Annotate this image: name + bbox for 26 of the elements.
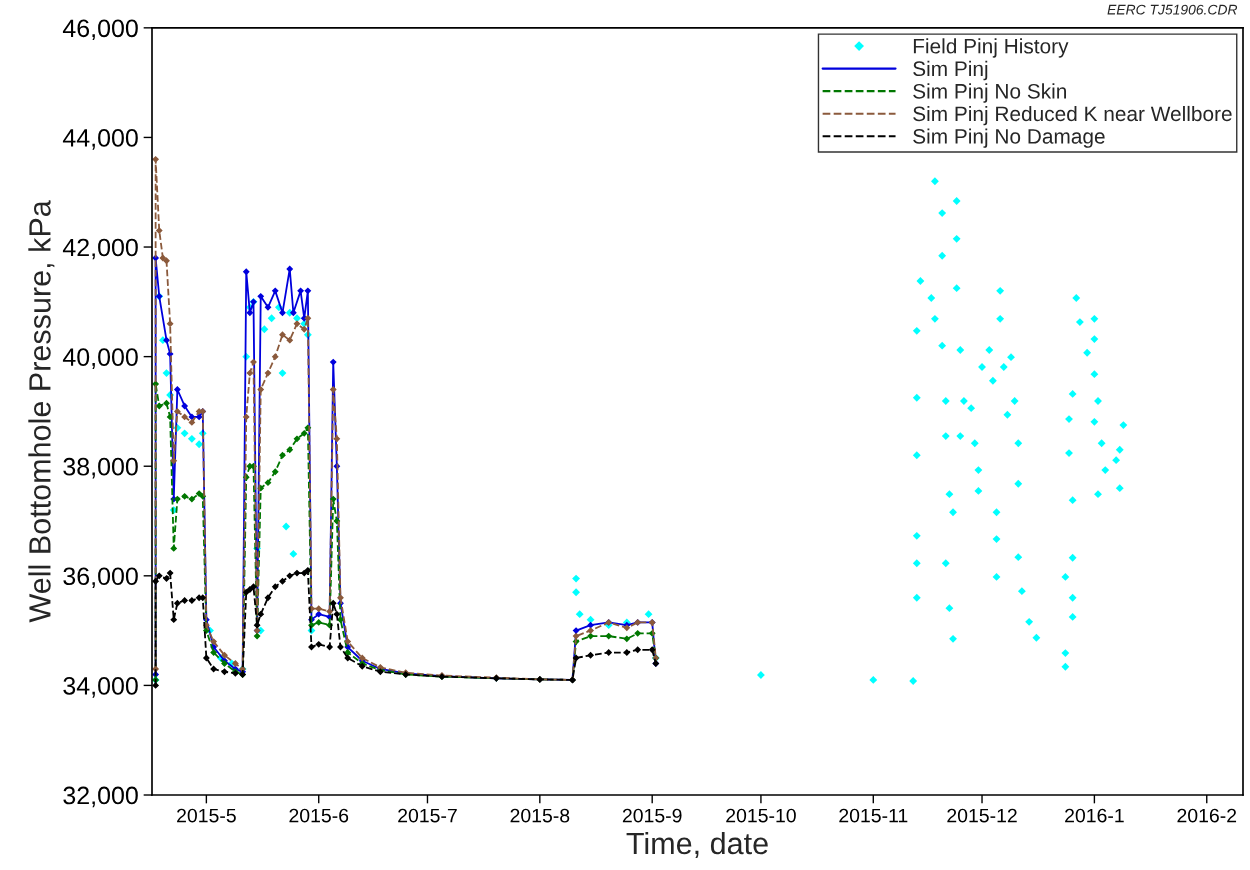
legend-label: Sim Pinj No Skin [913, 83, 1066, 103]
x-tick-label: 2015-12 [947, 808, 1017, 823]
x-tick-label: 2015-5 [177, 808, 236, 823]
x-tick-label: 2015-6 [289, 808, 349, 823]
legend-label: Sim Pinj Reduced K near Wellbore [913, 105, 1232, 126]
legend-label: Field Pinj History [913, 38, 1069, 58]
y-tick-label: 40,000 [62, 348, 138, 369]
y-tick-label: 42,000 [62, 238, 138, 260]
legend-label: Sim Pinj No Damage [913, 128, 1105, 148]
y-tick-label: 36,000 [63, 567, 138, 589]
text: EERC TJ51906.CDR [1107, 4, 1238, 15]
y-tick-label: 46,000 [62, 19, 138, 41]
x-tick-label: 2015-8 [510, 808, 570, 823]
y-tick-label: 38,000 [63, 457, 138, 479]
y-tick-label: 34,000 [63, 677, 138, 698]
x-axis-title: Time, date [626, 831, 768, 858]
y-tick-label: 44,000 [62, 129, 138, 150]
y-axis-title: Well Bottomhole Pressure, kPa [28, 200, 55, 623]
x-tick-label: 2015-11 [839, 808, 908, 823]
x-tick-label: 2016-2 [1177, 808, 1237, 823]
legend-label: Sim Pinj [913, 60, 988, 81]
y-tick-label: 32,000 [63, 786, 138, 808]
x-tick-label: 2015-10 [726, 808, 796, 823]
x-tick-label: 2015-9 [622, 808, 682, 823]
x-tick-label: 2016-1 [1065, 808, 1124, 823]
x-tick-label: 2015-7 [398, 808, 457, 823]
